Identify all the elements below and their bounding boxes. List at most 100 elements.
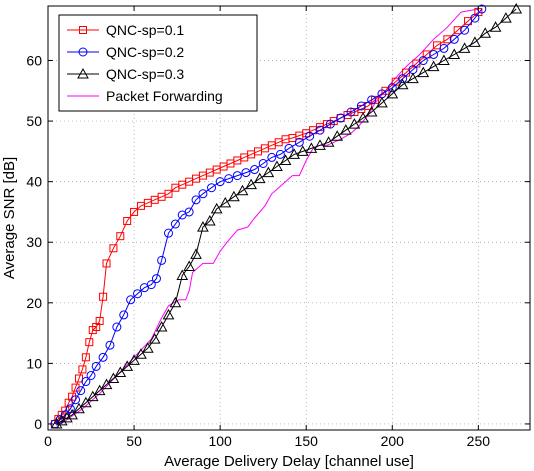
circle-marker [418,56,428,66]
circle-marker [460,25,470,35]
triangle-marker [331,130,344,141]
triangle-marker [148,333,161,344]
x-tick-label: 150 [295,433,319,449]
triangle-marker [121,360,134,371]
circle-marker [477,4,487,14]
circle-marker [81,377,91,387]
triangle-marker [183,260,196,271]
circle-marker [398,74,408,84]
square-marker [123,217,132,226]
triangle-marker [176,269,189,281]
triangle-marker [500,12,512,23]
square-marker [79,26,87,34]
plot-frame [47,5,531,431]
triangle-marker [245,178,257,190]
triangle-marker [288,148,301,159]
triangle-marker [61,411,73,423]
circle-marker [119,310,129,320]
triangle-marker [141,342,154,353]
circle-marker [241,168,251,178]
circle-marker [258,158,268,168]
triangle-marker [438,54,450,66]
triangle-marker [296,145,309,156]
triangle-marker [339,124,352,135]
legend-item: QNC-sp=0.1 [67,22,184,38]
circle-marker [184,207,194,217]
square-marker [102,259,111,268]
circle-marker [224,174,234,184]
y-tick-label: 40 [26,174,42,190]
triangle-marker [489,21,502,32]
triangle-marker [448,48,461,59]
square-marker [130,207,139,216]
triangle-marker [190,248,202,259]
square-marker [81,353,90,362]
triangle-marker [73,402,85,414]
circle-marker [191,195,201,205]
circle-marker [346,107,356,117]
square-marker [381,86,390,95]
circle-marker [356,101,366,111]
triangle-marker [357,112,369,123]
triangle-marker [458,42,471,53]
series-qnc-sp-0-3 [50,2,523,429]
triangle-marker [510,2,523,14]
triangle-marker [162,308,175,320]
circle-marker [151,274,161,284]
circle-marker [315,125,325,135]
y-tick-label: 10 [26,355,42,371]
circle-marker [133,289,143,299]
y-tick-label: 20 [26,295,42,311]
y-tick-label: 60 [26,53,42,69]
circle-marker [275,149,285,159]
square-marker [99,292,108,301]
circle-marker [336,113,346,123]
circle-marker [157,255,167,265]
x-tick-label: 200 [381,433,405,449]
triangle-marker [107,372,120,384]
legend-box [58,14,258,112]
square-marker [109,244,118,253]
triangle-marker [86,390,99,402]
triangle-marker [100,378,113,390]
triangle-marker [93,384,106,396]
triangle-marker [50,417,63,429]
legend-label: QNC-sp=0.1 [106,22,184,38]
x-tick-label: 0 [44,433,52,449]
legend-label: QNC-sp=0.3 [106,66,184,82]
triangle-marker [386,87,399,99]
triangle-marker [279,154,292,165]
legend-label: QNC-sp=0.2 [106,44,184,60]
x-tick-label: 250 [467,433,491,449]
triangle-marker [236,184,249,196]
y-axis-label: Average SNR [dB] [1,157,18,279]
circle-marker [429,49,439,59]
circle-marker [112,322,122,332]
legend: QNC-sp=0.1 QNC-sp=0.2 QNC-sp=0.3 Packet For… [58,14,258,112]
circle-marker [284,143,294,153]
legend-item: QNC-sp=0.2 [67,44,184,60]
triangle-marker [271,160,283,172]
triangle-marker [469,36,481,47]
circle-marker [71,395,81,405]
triangle-marker [314,139,326,150]
square-marker [433,41,442,50]
square-marker [116,232,125,241]
circle-marker [215,177,225,187]
triangle-marker [66,408,78,420]
triangle-marker [376,96,388,108]
circle-marker [86,370,96,380]
triangle-marker [155,320,168,332]
y-tick-label: 50 [26,113,42,129]
triangle-marker [348,118,361,129]
circle-marker [470,13,480,23]
triangle-marker [219,196,232,208]
square-marker [453,26,462,35]
square-marker [95,316,104,325]
triangle-marker [322,136,335,147]
circle-marker [164,228,173,238]
circle-marker [325,119,335,129]
square-marker [68,392,77,401]
square-marker [78,365,87,374]
